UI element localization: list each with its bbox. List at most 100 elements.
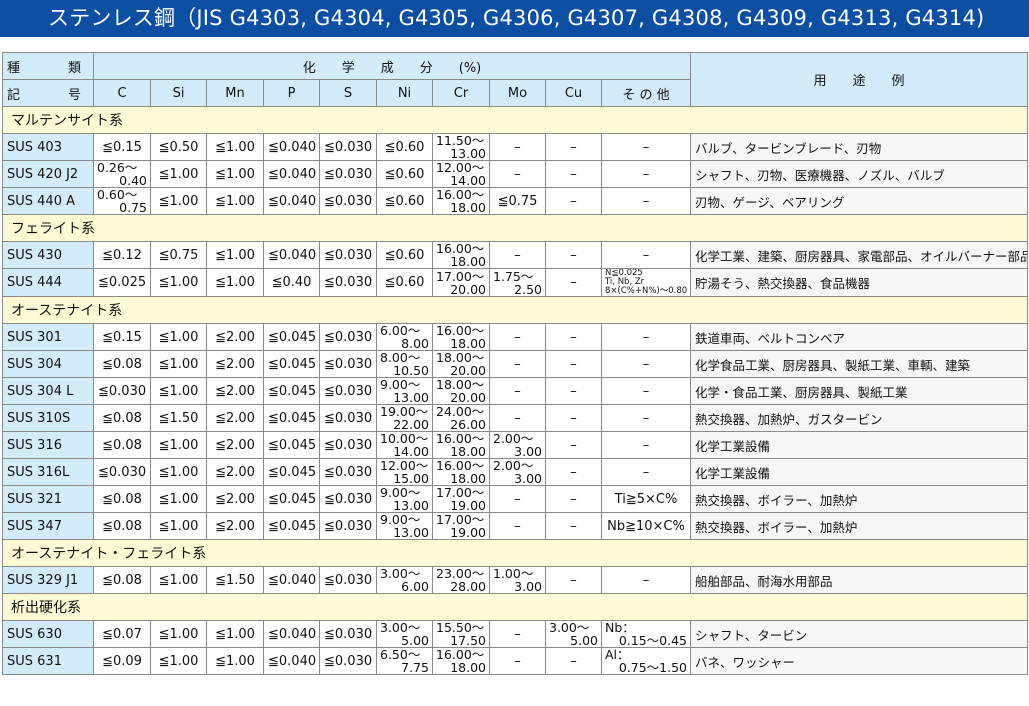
value-cell: ≦0.040	[263, 620, 320, 648]
element-header: S	[319, 79, 377, 107]
value-cell: –	[545, 160, 602, 188]
value-cell: ≦0.030	[319, 458, 377, 486]
range-from: 10.00～	[380, 431, 429, 446]
use-cell: 化学工業、建築、厨房器具、家電部品、オイルバーナー部品	[690, 241, 1028, 269]
value-cell: –	[545, 647, 602, 675]
range-to: 20.00	[450, 281, 486, 297]
value-cell: ≦0.040	[263, 160, 320, 188]
value-cell: ≦0.045	[263, 323, 320, 351]
range-cell: 18.00～ 20.00	[432, 350, 490, 378]
range-cell: 0.60～ 0.75	[93, 187, 151, 215]
value-cell: ≦2.00	[206, 350, 264, 378]
value-cell: ≦0.09	[93, 647, 151, 675]
value-cell: –	[489, 241, 546, 269]
range-cell: 9.00～ 13.00	[376, 512, 433, 540]
value-cell: ≦0.75	[489, 187, 546, 215]
range-from: 3.00～	[380, 566, 421, 581]
value-cell: ≦0.75	[150, 241, 207, 269]
value-cell: ≦0.60	[376, 133, 433, 161]
use-cell: シャフト、タービン	[690, 620, 1028, 648]
range-to: 22.00	[393, 417, 429, 432]
header-row-1: 種類 化 学 成 分 (%) 用 途 例	[2, 52, 1028, 107]
value-cell: ≦0.15	[93, 133, 151, 161]
range-to: 19.00	[450, 525, 486, 540]
table-row: SUS 304 ≦0.08 ≦1.00 ≦2.00 ≦0.045 ≦0.030 8.00～ 1…	[2, 350, 1028, 378]
value-cell: ≦1.00	[150, 268, 207, 297]
range-from: 1.00～	[493, 566, 534, 581]
use-cell: 船舶部品、耐海水用部品	[690, 566, 1028, 594]
value-cell: ≦0.030	[319, 350, 377, 378]
value-cell: Ti≧5×C%	[601, 485, 691, 513]
use-cell: 鉄道車両、ベルトコンベア	[690, 323, 1028, 351]
value-cell: ≦0.030	[319, 566, 377, 594]
table-row: SUS 316L ≦0.030 ≦1.00 ≦2.00 ≦0.045 ≦0.030 12.0…	[2, 458, 1028, 486]
range-cell: Al： 0.75～1.50	[601, 647, 691, 675]
value-cell: ≦0.030	[319, 323, 377, 351]
range-cell: 8.00～ 10.50	[376, 350, 433, 378]
range-cell: 15.50～ 17.50	[432, 620, 490, 648]
range-cell: 16.00～ 18.00	[432, 647, 490, 675]
header-row-2: 記号 C Si Mn P S Ni Cr Mo Cu そ の 他	[2, 79, 1028, 107]
value-cell: ≦0.08	[93, 404, 151, 432]
grade-cell: SUS 301	[2, 323, 94, 351]
table-row: SUS 440 A 0.60～ 0.75 ≦1.00 ≦1.00 ≦0.040 ≦0.030…	[2, 187, 1028, 215]
range-to: 28.00	[450, 579, 486, 594]
range-from: 18.00～	[436, 377, 485, 392]
value-cell: ≦0.045	[263, 512, 320, 540]
range-to: 17.50	[450, 633, 486, 648]
range-from: 6.50～	[380, 647, 421, 662]
range-cell: 9.00～ 13.00	[376, 377, 433, 405]
range-cell: 2.00～ 3.00	[489, 431, 546, 459]
note-cell: N≦0.025 Ti, Nb, Zr 8×(C%+N%)～0.80	[601, 268, 691, 297]
value-cell: –	[601, 566, 691, 594]
group-name: オーステナイト・フェライト系	[2, 539, 1028, 567]
group-row: 析出硬化系	[2, 593, 1028, 621]
value-cell: ≦0.50	[150, 133, 207, 161]
grade-cell: SUS 440 A	[2, 187, 94, 215]
value-cell: ≦1.00	[150, 485, 207, 513]
range-to: 14.00	[450, 173, 486, 188]
group-row: フェライト系	[2, 214, 1028, 242]
value-cell: ≦0.60	[376, 241, 433, 269]
value-cell: ≦0.08	[93, 512, 151, 540]
value-cell: ≦0.15	[93, 323, 151, 351]
value-cell: ≦0.030	[319, 485, 377, 513]
grade-cell: SUS 347	[2, 512, 94, 540]
range-from: 2.00～	[493, 458, 534, 473]
range-from: 9.00～	[380, 377, 421, 392]
value-cell: –	[489, 512, 546, 540]
value-cell: –	[489, 350, 546, 378]
element-header: C	[93, 79, 151, 107]
value-cell: ≦1.00	[206, 620, 264, 648]
range-to: 8.00	[401, 336, 429, 351]
table-row: SUS 630 ≦0.07 ≦1.00 ≦1.00 ≦0.040 ≦0.030 3.00～ 5…	[2, 620, 1028, 648]
value-cell: –	[489, 647, 546, 675]
value-cell: ≦0.030	[93, 377, 151, 405]
use-cell: 熱交換器、加熱炉、ガスタービン	[690, 404, 1028, 432]
range-to: 20.00	[450, 390, 486, 405]
value-cell: ≦0.60	[376, 160, 433, 188]
value-cell: Nb≧10×C%	[601, 512, 691, 540]
value-cell: ≦1.00	[150, 620, 207, 648]
range-to: 3.00	[514, 579, 542, 594]
value-cell: ≦1.00	[150, 566, 207, 594]
range-cell: 17.00～ 19.00	[432, 485, 490, 513]
value-cell: ≦0.045	[263, 485, 320, 513]
page-title: ステンレス鋼（JIS G4303, G4304, G4305, G4306, G…	[0, 0, 1029, 37]
chem-header: 化 学 成 分 (%)	[93, 52, 691, 80]
range-cell: 16.00～ 18.00	[432, 241, 490, 269]
range-from: 18.00～	[436, 350, 485, 365]
grade-header-char: 号	[67, 87, 81, 103]
range-to: 13.00	[450, 146, 486, 161]
use-cell: 熱交換器、ボイラー、加熱炉	[690, 512, 1028, 540]
range-from: 16.00～	[436, 647, 485, 662]
value-cell: –	[545, 133, 602, 161]
range-from: 16.00～	[436, 458, 485, 473]
group-name: フェライト系	[2, 214, 1028, 242]
range-from: 0.26～	[97, 160, 138, 175]
element-header: Mn	[206, 79, 264, 107]
value-cell: ≦1.00	[150, 377, 207, 405]
range-from: 16.00～	[436, 241, 485, 256]
range-cell: 12.00～ 15.00	[376, 458, 433, 486]
value-cell: ≦2.00	[206, 404, 264, 432]
